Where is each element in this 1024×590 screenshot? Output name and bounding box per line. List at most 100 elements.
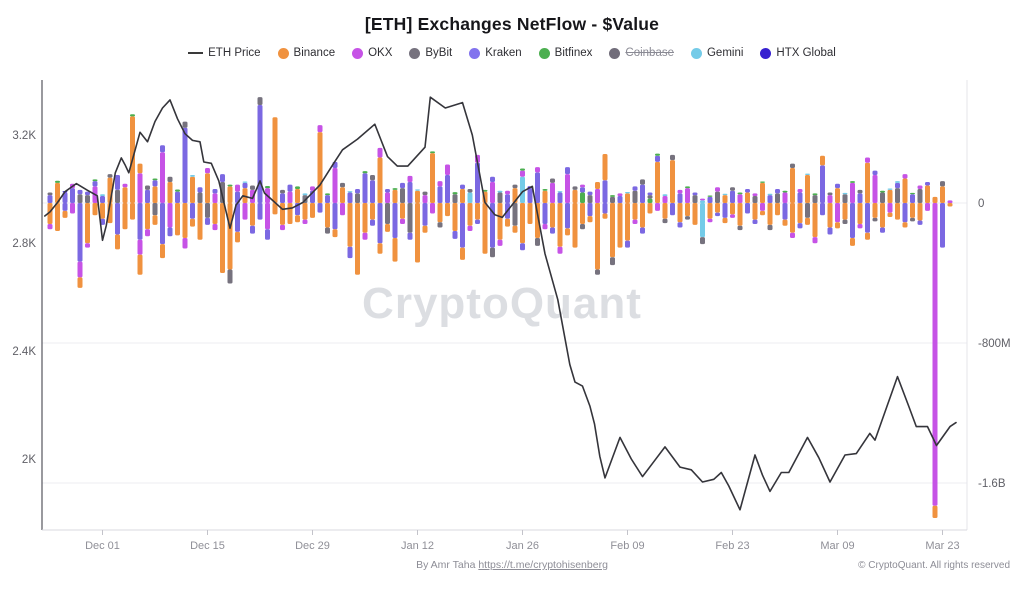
bar-segment-kr	[205, 217, 210, 225]
bar-segment-bi	[460, 247, 465, 260]
bar-segment-kr	[490, 176, 495, 182]
right-axis-tick-label: 0	[978, 198, 984, 210]
bar-segment-bi	[460, 189, 465, 203]
netflow-bar	[827, 192, 833, 235]
legend-item-eth-price[interactable]: ETH Price	[188, 47, 261, 59]
bar-segment-ok	[400, 218, 405, 224]
bar-segment-bi	[55, 203, 60, 231]
bar-segment-bf	[482, 189, 488, 192]
netflow-bar	[520, 168, 525, 251]
legend-item-binance[interactable]: Binance	[277, 47, 335, 59]
bar-segment-bi	[640, 203, 645, 228]
bar-segment-kr	[212, 189, 218, 194]
byline-link[interactable]: https://t.me/cryptohisenberg	[478, 559, 608, 571]
bar-segment-bi	[790, 168, 795, 203]
bar-segment-ok	[685, 188, 690, 203]
bar-segment-bi	[302, 203, 308, 220]
bar-segment-bi	[145, 203, 150, 230]
netflow-bar	[872, 170, 878, 222]
bar-segment-kr	[47, 195, 53, 203]
bar-segment-bi	[895, 203, 900, 220]
bar-segment-kr	[550, 227, 555, 234]
netflow-bar	[812, 193, 818, 244]
bar-segment-bi	[152, 215, 158, 225]
bar-segment-kr	[677, 222, 683, 228]
bar-segment-ok	[70, 203, 75, 214]
netflow-bar	[257, 97, 263, 220]
netflow-bar	[385, 189, 390, 232]
bar-segment-bi	[422, 225, 428, 233]
netflow-bar	[632, 186, 638, 224]
legend-item-okx[interactable]: OKX	[352, 47, 392, 59]
netflow-bar	[820, 155, 825, 216]
bar-segment-ok	[160, 152, 165, 203]
bar-segment-bi	[542, 190, 548, 203]
netflow-bar	[917, 185, 923, 225]
bar-segment-bi	[520, 203, 525, 244]
bar-segment-kr	[580, 187, 585, 193]
bar-segment-bi	[797, 203, 803, 224]
bar-segment-kr	[820, 203, 825, 216]
bar-segment-bi	[100, 203, 105, 219]
bar-segment-by	[437, 222, 443, 228]
bar-segment-kr	[377, 203, 383, 244]
netflow-bar	[317, 125, 323, 213]
legend-item-bybit[interactable]: ByBit	[409, 47, 452, 59]
bar-segment-by	[872, 217, 878, 222]
bar-segment-by	[767, 224, 773, 231]
legend-item-gemini[interactable]: Gemini	[690, 47, 743, 59]
bar-segment-ok	[280, 224, 285, 231]
bar-segment-bi	[377, 243, 383, 254]
bar-segment-kr	[362, 173, 368, 203]
bar-segment-bi	[835, 222, 840, 229]
bar-segment-kr	[190, 203, 195, 219]
bar-segment-bf	[362, 171, 368, 174]
bar-segment-ge	[497, 190, 503, 193]
netflow-bar	[145, 185, 150, 237]
bar-segment-ok	[182, 238, 188, 249]
bar-segment-by	[827, 192, 833, 196]
legend-item-bitfinex[interactable]: Bitfinex	[538, 47, 592, 59]
bar-segment-kr	[767, 195, 773, 203]
bar-segment-kr	[62, 192, 68, 203]
bar-segment-bi	[220, 203, 225, 273]
bar-segment-kr	[655, 155, 660, 162]
bar-segment-by	[325, 227, 330, 234]
bar-segment-ok	[317, 125, 323, 133]
bar-segment-bi	[805, 217, 810, 225]
bar-segment-bi	[272, 117, 278, 203]
bar-segment-ok	[565, 174, 570, 203]
bar-segment-ok	[505, 190, 510, 195]
bar-segment-ok	[902, 174, 908, 179]
netflow-bar	[272, 117, 278, 215]
bar-segment-bi	[160, 244, 165, 259]
netflow-bar	[737, 192, 743, 231]
bar-segment-bi	[47, 203, 53, 224]
bar-segment-bf	[55, 180, 60, 183]
bar-segment-kr	[617, 196, 623, 203]
legend-item-kraken[interactable]: Kraken	[469, 47, 522, 59]
bar-segment-ok	[520, 170, 525, 177]
bar-segment-bi	[677, 203, 683, 223]
bar-segment-bf	[430, 151, 435, 154]
bar-segment-kr	[880, 227, 885, 233]
bar-segment-bi	[512, 225, 518, 233]
bar-segment-ok	[287, 191, 293, 203]
bar-segment-bi	[137, 163, 143, 174]
eth-price-line	[43, 96, 957, 511]
legend-item-htx[interactable]: HTX Global	[760, 47, 836, 59]
bar-segment-ok	[752, 193, 758, 196]
bar-segment-kr	[782, 203, 788, 220]
bar-segment-kr	[565, 167, 570, 175]
bar-segment-bf	[325, 193, 330, 196]
netflow-bar	[715, 187, 720, 217]
bar-segment-by	[737, 225, 743, 231]
netflow-bar	[835, 183, 840, 229]
bar-segment-bf	[130, 114, 135, 117]
bar-segment-by	[220, 182, 225, 203]
bar-segment-kr	[910, 194, 915, 203]
netflow-bar	[745, 189, 750, 214]
legend-item-coinbase[interactable]: Coinbase	[609, 47, 674, 59]
coinbase-dot-swatch	[609, 47, 621, 59]
